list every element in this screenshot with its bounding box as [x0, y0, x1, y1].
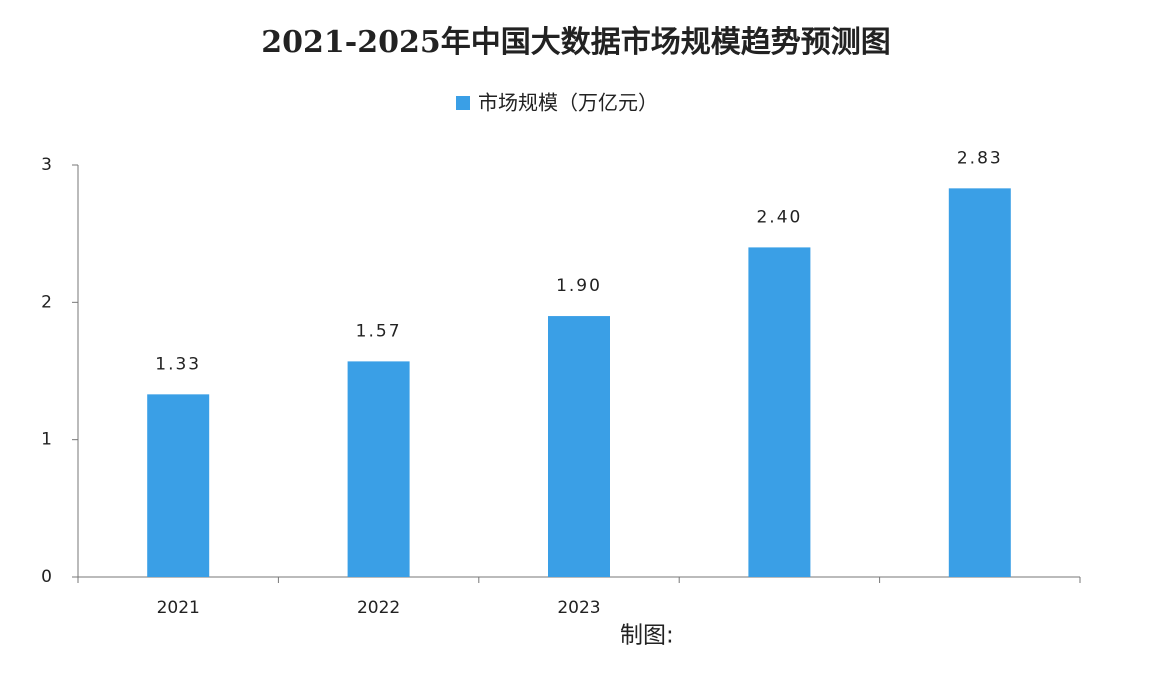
legend-label: 市场规模（万亿元）	[478, 91, 658, 115]
bar	[147, 394, 210, 577]
y-tick-label: 3	[41, 155, 52, 175]
value-label: 2.40	[756, 207, 802, 227]
x-tick-label: 2021	[157, 598, 200, 618]
y-tick-label: 0	[41, 567, 52, 587]
value-label: 1.33	[155, 354, 201, 374]
x-tick-label: 2023	[557, 598, 600, 618]
x-tick-label: 2022	[357, 598, 400, 618]
chart-title: 2021-2025年中国大数据市场规模趋势预测图	[261, 25, 890, 60]
value-label: 1.90	[556, 276, 602, 296]
value-label: 1.57	[356, 321, 402, 341]
legend-swatch	[456, 96, 470, 110]
annotation: 制图:	[620, 623, 674, 649]
bar	[347, 361, 410, 577]
y-tick-label: 1	[41, 430, 52, 450]
y-tick-label: 2	[41, 292, 52, 312]
bar	[748, 247, 811, 577]
bar	[948, 188, 1011, 577]
bar	[548, 316, 610, 577]
value-label: 2.83	[957, 148, 1003, 168]
